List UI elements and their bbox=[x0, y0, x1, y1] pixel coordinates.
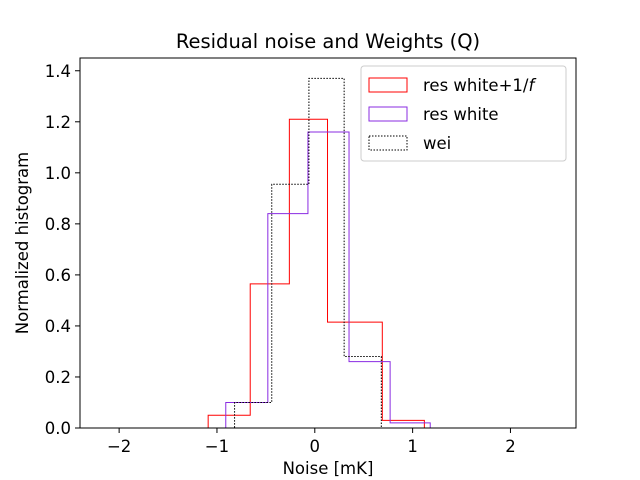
x-axis-ticks: −2 −1 0 1 2 bbox=[107, 428, 516, 456]
y-axis-ticks: 0.0 0.2 0.4 0.6 0.8 1.0 1.2 1.4 bbox=[45, 62, 80, 438]
plot-frame bbox=[79, 57, 577, 429]
x-axis-label: Noise [mK] bbox=[283, 459, 374, 478]
chart-title: Residual noise and Weights (Q) bbox=[176, 30, 480, 53]
series-res-white-1-f-histogram bbox=[99, 118, 555, 429]
y-axis-label: Normalized histogram bbox=[13, 152, 32, 334]
y-tick-label: 0.0 bbox=[45, 419, 71, 438]
legend-swatch-wei bbox=[368, 135, 408, 151]
y-tick-label: 0.6 bbox=[45, 266, 71, 285]
legend-label-res-white-1-f: res white+1/f bbox=[423, 76, 536, 95]
x-tick-label: 1 bbox=[407, 437, 418, 456]
legend: res white+1/f res white wei bbox=[360, 65, 567, 162]
x-tick-label: 0 bbox=[310, 437, 321, 456]
y-tick-label: 1.2 bbox=[45, 113, 71, 132]
legend-label-wei: wei bbox=[423, 134, 451, 153]
legend-box bbox=[360, 65, 567, 162]
y-tick-label: 1.4 bbox=[45, 62, 71, 81]
y-tick-label: 1.0 bbox=[45, 164, 71, 183]
x-tick-label: −1 bbox=[205, 437, 229, 456]
series-res-white-histogram bbox=[189, 131, 503, 429]
legend-swatch-res-white bbox=[368, 106, 408, 122]
x-tick-label: 2 bbox=[505, 437, 516, 456]
y-tick-label: 0.8 bbox=[45, 215, 71, 234]
y-tick-label: 0.4 bbox=[45, 317, 71, 336]
legend-swatch-res-white-1-f bbox=[368, 77, 408, 93]
legend-label-res-white: res white bbox=[423, 105, 499, 124]
x-tick-label: −2 bbox=[107, 437, 131, 456]
y-tick-label: 0.2 bbox=[45, 368, 71, 387]
